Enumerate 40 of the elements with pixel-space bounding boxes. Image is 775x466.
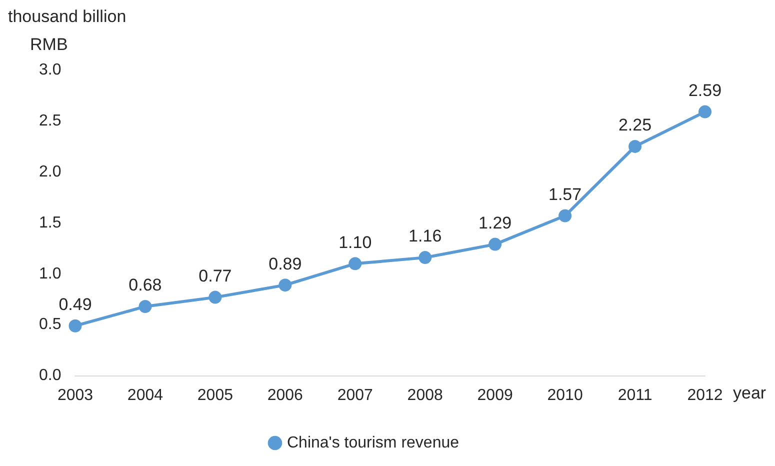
point xyxy=(138,300,152,313)
data-label: 0.68 xyxy=(128,276,162,295)
x-tick-label: 2005 xyxy=(197,386,234,404)
data-label: 1.29 xyxy=(478,213,512,232)
x-tick-label: 2003 xyxy=(57,386,94,404)
x-tick-label: 2004 xyxy=(127,386,164,404)
y-tick-label: 0.5 xyxy=(38,316,62,334)
data-label: 1.16 xyxy=(408,226,442,246)
point xyxy=(208,290,222,304)
y-axis-title: thousand billion RMB xyxy=(8,7,126,54)
point xyxy=(418,251,432,264)
point xyxy=(488,238,502,251)
point xyxy=(628,140,642,153)
x-tick-label: 2010 xyxy=(547,386,583,404)
legend-label: China's tourism revenue xyxy=(286,434,460,452)
data-label: 0.49 xyxy=(58,295,92,314)
y-tick-label: 2.5 xyxy=(38,112,62,130)
x-tick-label: 2012 xyxy=(687,386,723,404)
data-label: 0.77 xyxy=(198,266,232,286)
x-tick-label: 2007 xyxy=(337,386,374,404)
point xyxy=(278,278,292,292)
point xyxy=(68,319,82,332)
point xyxy=(348,257,362,270)
point xyxy=(698,105,712,118)
x-tick-label: 2011 xyxy=(618,386,652,404)
data-label: 1.57 xyxy=(548,184,582,204)
y-tick-label: 1.0 xyxy=(38,265,62,282)
x-axis-title: year xyxy=(733,383,766,402)
data-label: 2.59 xyxy=(688,80,722,100)
y-tick-label: 0.0 xyxy=(38,367,62,384)
x-tick-label: 2008 xyxy=(407,386,444,404)
x-tick-label: 2009 xyxy=(477,386,513,404)
x-tick-label: 2006 xyxy=(267,386,304,404)
point xyxy=(558,209,572,222)
y-tick-label: 2.0 xyxy=(38,163,62,180)
data-label: 2.25 xyxy=(618,116,652,135)
data-label: 1.10 xyxy=(338,232,372,252)
data-label: 0.89 xyxy=(268,254,302,274)
y-tick-label: 3.0 xyxy=(38,61,62,78)
y-tick-label: 1.5 xyxy=(38,214,62,232)
